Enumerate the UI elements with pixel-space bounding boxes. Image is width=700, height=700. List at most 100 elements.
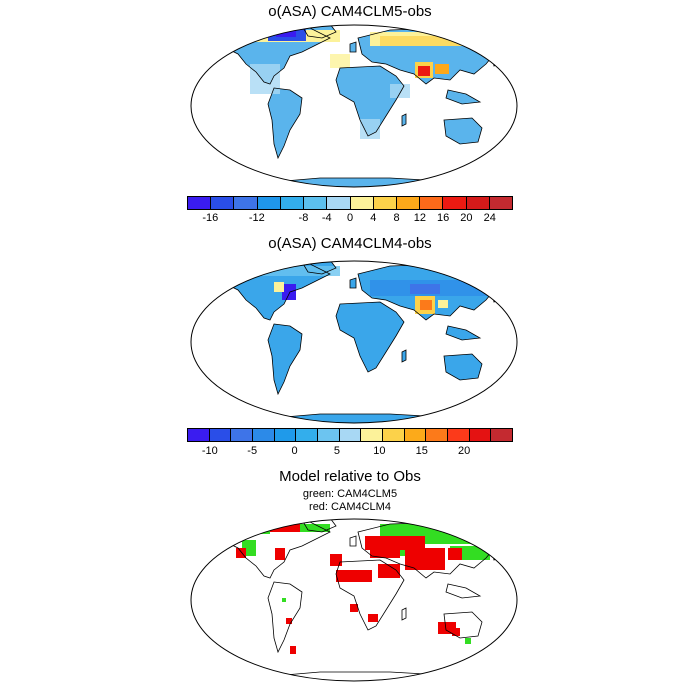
panel3-map-content bbox=[225, 519, 509, 681]
panel2-map bbox=[190, 260, 518, 424]
colorbar-tick-label: 12 bbox=[413, 212, 426, 224]
colorbar-swatch bbox=[318, 429, 340, 441]
colorbar-swatch bbox=[304, 197, 328, 209]
panel2-map-content bbox=[225, 261, 509, 423]
coastline-madagascar bbox=[401, 607, 407, 621]
coastline-indonesia bbox=[445, 325, 482, 341]
colorbar-swatch bbox=[234, 197, 258, 209]
panel3-subtitle-red: red: CAM4CLM4 bbox=[309, 501, 391, 513]
colorbar-tick-label: 0 bbox=[346, 212, 354, 224]
colorbar-tick-label: 16 bbox=[437, 212, 450, 224]
colorbar-swatch bbox=[274, 429, 297, 441]
coastline-indonesia bbox=[445, 89, 482, 105]
panel3-map bbox=[190, 518, 518, 682]
colorbar-swatch bbox=[466, 197, 490, 209]
colorbar-swatch bbox=[350, 197, 374, 209]
panel1-title: o(ASA) CAM4CLM5-obs bbox=[268, 3, 432, 20]
panel1-map bbox=[190, 24, 518, 188]
colorbar-swatch bbox=[209, 429, 232, 441]
colorbar-swatch bbox=[253, 429, 275, 441]
land-uk bbox=[350, 278, 356, 288]
coastline-south-america bbox=[267, 581, 303, 654]
colorbar-swatch bbox=[188, 197, 212, 209]
colorbar-swatch bbox=[443, 197, 467, 209]
colorbar-tick-label: -12 bbox=[248, 212, 265, 224]
colorbar-swatch bbox=[469, 429, 492, 441]
colorbar-tick-label: -4 bbox=[321, 212, 332, 224]
land-indonesia bbox=[446, 326, 480, 340]
colorbar-tick-label: 15 bbox=[415, 445, 428, 457]
colorbar-swatch bbox=[339, 429, 362, 441]
colorbar-swatch bbox=[280, 197, 305, 209]
coastline-australia bbox=[443, 117, 483, 145]
colorbar-swatch bbox=[373, 197, 397, 209]
colorbar-swatch bbox=[211, 197, 235, 209]
colorbar-tick-label: -5 bbox=[247, 445, 258, 457]
coastline-uk bbox=[349, 277, 357, 289]
panel2-colorbar bbox=[187, 428, 513, 442]
panel2-anomaly-patches bbox=[230, 266, 490, 314]
coastline-australia bbox=[443, 611, 483, 639]
panel2-title: o(ASA) CAM4CLM4-obs bbox=[268, 235, 432, 252]
land-indonesia bbox=[446, 90, 480, 104]
coastline-south-america bbox=[267, 87, 303, 160]
land-madagascar bbox=[402, 114, 406, 126]
coastline-south-america bbox=[267, 323, 303, 396]
colorbar-swatch bbox=[327, 197, 351, 209]
panel1-colorbar-ticks: -16 -12 -8 -4 0 4 8 12 16 20 24 bbox=[187, 212, 513, 226]
coastline-madagascar bbox=[401, 349, 407, 363]
colorbar-tick-label: 0 bbox=[291, 445, 298, 457]
panel1-map-border bbox=[190, 24, 518, 188]
colorbar-swatch bbox=[420, 197, 444, 209]
colorbar-swatch bbox=[231, 429, 254, 441]
coastline-africa bbox=[335, 65, 405, 137]
coastline-uk bbox=[349, 41, 357, 53]
panel1-colorbar bbox=[187, 196, 513, 210]
colorbar-swatch bbox=[361, 429, 384, 441]
colorbar-tick-label: -8 bbox=[298, 212, 309, 224]
colorbar-swatch bbox=[448, 429, 470, 441]
colorbar-swatch bbox=[426, 429, 449, 441]
colorbar-tick-label: 8 bbox=[393, 212, 400, 224]
colorbar-tick-label: 4 bbox=[370, 212, 377, 224]
coastline-north-america bbox=[225, 263, 331, 321]
panel3-title: Model relative to Obs bbox=[279, 468, 421, 485]
colorbar-swatch bbox=[489, 197, 513, 209]
coastline-australia bbox=[443, 353, 483, 381]
coastline-north-america bbox=[225, 27, 331, 85]
panel1-map-content bbox=[225, 25, 510, 187]
colorbar-tick-label: -16 bbox=[202, 212, 219, 224]
land-africa bbox=[336, 302, 404, 372]
coastline-madagascar bbox=[401, 113, 407, 127]
colorbar-swatch bbox=[404, 429, 427, 441]
land-madagascar bbox=[402, 350, 406, 362]
colorbar-tick-label: 10 bbox=[373, 445, 386, 457]
land-south-america bbox=[268, 88, 302, 158]
land-australia bbox=[444, 354, 482, 380]
coastline-africa bbox=[335, 559, 405, 631]
coastline-greenland bbox=[301, 261, 337, 275]
colorbar-tick-label: 20 bbox=[460, 212, 473, 224]
coastline-north-america bbox=[225, 521, 331, 579]
panel2-colorbar-ticks: -10 -5 0 5 10 15 20 bbox=[187, 445, 513, 459]
land-africa bbox=[336, 66, 404, 136]
land-south-america bbox=[268, 324, 302, 394]
colorbar-tick-label: 20 bbox=[457, 445, 471, 457]
panel3-map-border bbox=[190, 518, 518, 682]
colorbar-swatch bbox=[491, 429, 513, 441]
panel3-subtitle-green: green: CAM4CLM5 bbox=[302, 488, 398, 500]
coastline-greenland bbox=[301, 519, 337, 533]
colorbar-tick-label: 24 bbox=[483, 212, 496, 224]
land-uk bbox=[350, 42, 356, 52]
colorbar-swatch bbox=[296, 429, 319, 441]
colorbar-swatch bbox=[257, 197, 281, 209]
colorbar-tick-label: -10 bbox=[201, 445, 218, 457]
land-australia bbox=[444, 118, 482, 144]
coastline-uk bbox=[349, 535, 357, 547]
panel2-map-border bbox=[190, 260, 518, 424]
colorbar-swatch bbox=[188, 429, 210, 441]
coastline-greenland bbox=[301, 25, 337, 39]
colorbar-swatch bbox=[383, 429, 405, 441]
colorbar-swatch bbox=[396, 197, 421, 209]
coastline-africa bbox=[335, 301, 405, 373]
